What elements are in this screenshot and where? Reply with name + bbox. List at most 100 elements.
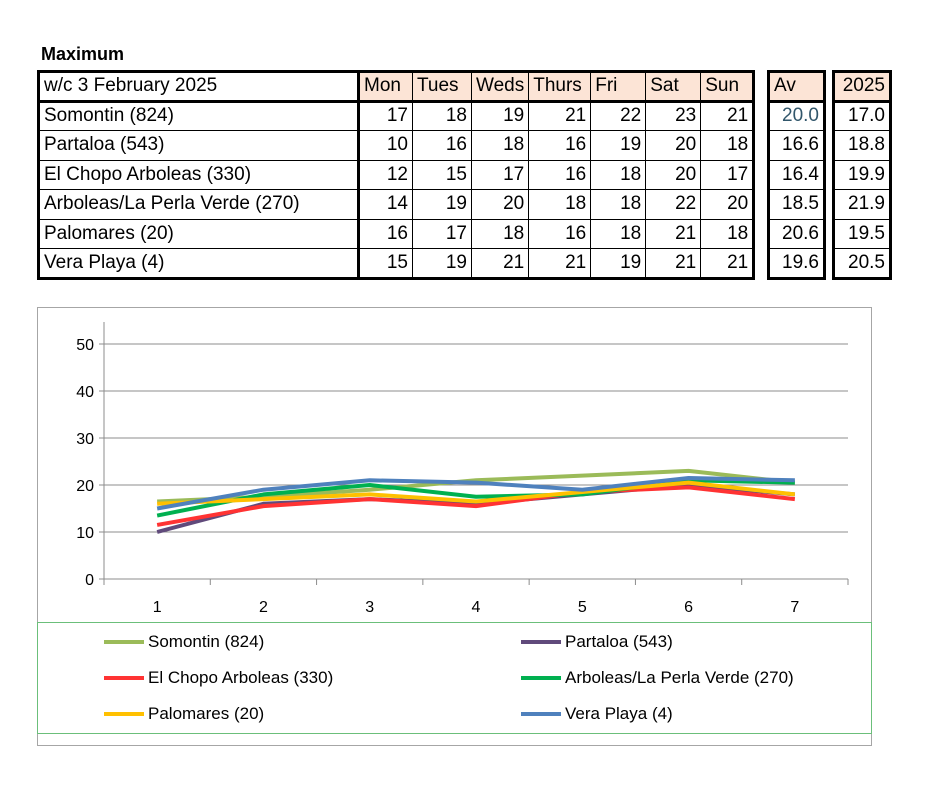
y-tick-label: 40	[76, 384, 94, 401]
chart-legend: Somontin (824) Partaloa (543) El Chopo Arb…	[37, 622, 872, 734]
day-header-thurs: Thurs	[528, 70, 592, 103]
temp-cell: 21	[528, 248, 592, 280]
legend-item: El Chopo Arboleas (330)	[104, 668, 333, 688]
legend-swatch	[521, 640, 561, 644]
temp-cell: 16	[358, 218, 413, 249]
station-name: Palomares (20)	[37, 218, 360, 249]
temp-cell: 15	[412, 159, 472, 190]
y-tick-label: 0	[85, 572, 94, 589]
year-cell: 19.9	[832, 159, 892, 190]
temp-cell: 18	[590, 218, 647, 249]
temp-cell: 16	[528, 130, 592, 161]
temp-cell: 20	[470, 189, 530, 220]
x-tick-label: 4	[472, 599, 481, 616]
temp-cell: 17	[700, 159, 756, 190]
max-temperature-table: w/c 3 February 2025 Mon Tues Weds Thurs …	[37, 70, 756, 280]
legend-label: Arboleas/La Perla Verde (270)	[565, 668, 794, 687]
series-line-5	[157, 480, 796, 506]
legend-swatch	[521, 712, 561, 716]
legend-swatch	[104, 712, 144, 716]
legend-item: Arboleas/La Perla Verde (270)	[521, 668, 794, 688]
x-tick-label: 1	[153, 599, 162, 616]
y-tick-label: 20	[76, 478, 94, 495]
year-cell: 19.5	[832, 218, 892, 249]
legend-label: El Chopo Arboleas (330)	[148, 668, 334, 687]
temp-cell: 16	[412, 130, 472, 161]
legend-label: Somontin (824)	[148, 632, 265, 651]
day-header-sun: Sun	[700, 70, 756, 103]
temp-cell: 18	[590, 189, 647, 220]
table-header-row: w/c 3 February 2025 Mon Tues Weds Thurs …	[37, 70, 756, 103]
station-name: Partaloa (543)	[37, 130, 360, 161]
y-tick-label: 10	[76, 525, 94, 542]
temp-cell: 19	[590, 130, 647, 161]
y-tick-label: 30	[76, 431, 94, 448]
legend-label: Partaloa (543)	[565, 632, 673, 651]
temp-cell: 10	[358, 130, 413, 161]
station-name: El Chopo Arboleas (330)	[37, 159, 360, 190]
temp-cell: 21	[528, 100, 592, 131]
x-tick-label: 3	[365, 599, 374, 616]
temp-cell: 17	[358, 100, 413, 131]
series-line-4	[156, 478, 795, 518]
day-header-tues: Tues	[412, 70, 472, 103]
temp-cell: 17	[470, 159, 530, 190]
year-column: 2025 17.0 18.8 19.9 21.9 19.5 20.5	[832, 70, 892, 280]
table-row: Vera Playa (4) 15 19 21 21 19 21 21	[37, 248, 756, 280]
legend-label: Palomares (20)	[148, 704, 265, 723]
sheet-title: Maximum	[41, 44, 125, 64]
temp-cell: 17	[412, 218, 472, 249]
temp-cell: 21	[700, 100, 756, 131]
av-cell: 18.5	[767, 189, 826, 220]
temp-cell: 19	[412, 248, 472, 280]
year-cell: 20.5	[832, 248, 892, 280]
x-tick-label: 7	[790, 599, 799, 616]
day-header-sat: Sat	[645, 70, 702, 103]
temp-cell: 18	[700, 130, 756, 161]
temp-cell: 16	[528, 159, 592, 190]
chart-area: 0 10 20 30 40 50 1 2 3 4 5 6 7	[37, 307, 872, 746]
temp-cell: 21	[470, 248, 530, 280]
temp-cell: 20	[700, 189, 756, 220]
av-cell: 19.6	[767, 248, 826, 280]
year-cell: 18.8	[832, 130, 892, 161]
temp-cell: 23	[645, 100, 702, 131]
legend-item: Palomares (20)	[104, 704, 264, 724]
x-tick-label: 5	[578, 599, 587, 616]
temp-cell: 12	[358, 159, 413, 190]
temp-cell: 15	[358, 248, 413, 280]
legend-swatch	[521, 676, 561, 680]
station-name: Somontin (824)	[37, 100, 360, 131]
temp-cell: 20	[645, 159, 702, 190]
temp-cell: 21	[645, 248, 702, 280]
station-name: Arboleas/La Perla Verde (270)	[37, 189, 360, 220]
table-row: Partaloa (543) 10 16 18 16 19 20 18	[37, 130, 756, 161]
temp-cell: 19	[590, 248, 647, 280]
day-header-fri: Fri	[590, 70, 647, 103]
week-label: w/c 3 February 2025	[37, 70, 360, 103]
temp-cell: 18	[528, 189, 592, 220]
table-row: El Chopo Arboleas (330) 12 15 17 16 18 2…	[37, 159, 756, 190]
temp-cell: 21	[700, 248, 756, 280]
x-tick-label: 2	[259, 599, 268, 616]
temp-cell: 19	[412, 189, 472, 220]
day-header-mon: Mon	[358, 70, 413, 103]
av-header: Av	[767, 70, 826, 103]
temp-cell: 19	[470, 100, 530, 131]
day-header-weds: Weds	[470, 70, 530, 103]
temp-cell: 22	[645, 189, 702, 220]
temp-cell: 18	[470, 130, 530, 161]
av-cell: 16.4	[767, 159, 826, 190]
table-row: Arboleas/La Perla Verde (270) 14 19 20 1…	[37, 189, 756, 220]
temp-cell: 18	[412, 100, 472, 131]
temp-cell: 18	[470, 218, 530, 249]
table-row: Palomares (20) 16 17 18 16 18 21 18	[37, 218, 756, 249]
legend-item: Somontin (824)	[104, 632, 264, 652]
year-cell: 17.0	[832, 100, 892, 131]
av-cell: 20.6	[767, 218, 826, 249]
series-line-1	[157, 468, 796, 504]
legend-label: Vera Playa (4)	[565, 704, 673, 723]
legend-swatch	[104, 676, 144, 680]
temp-cell: 16	[528, 218, 592, 249]
temp-cell: 14	[358, 189, 413, 220]
